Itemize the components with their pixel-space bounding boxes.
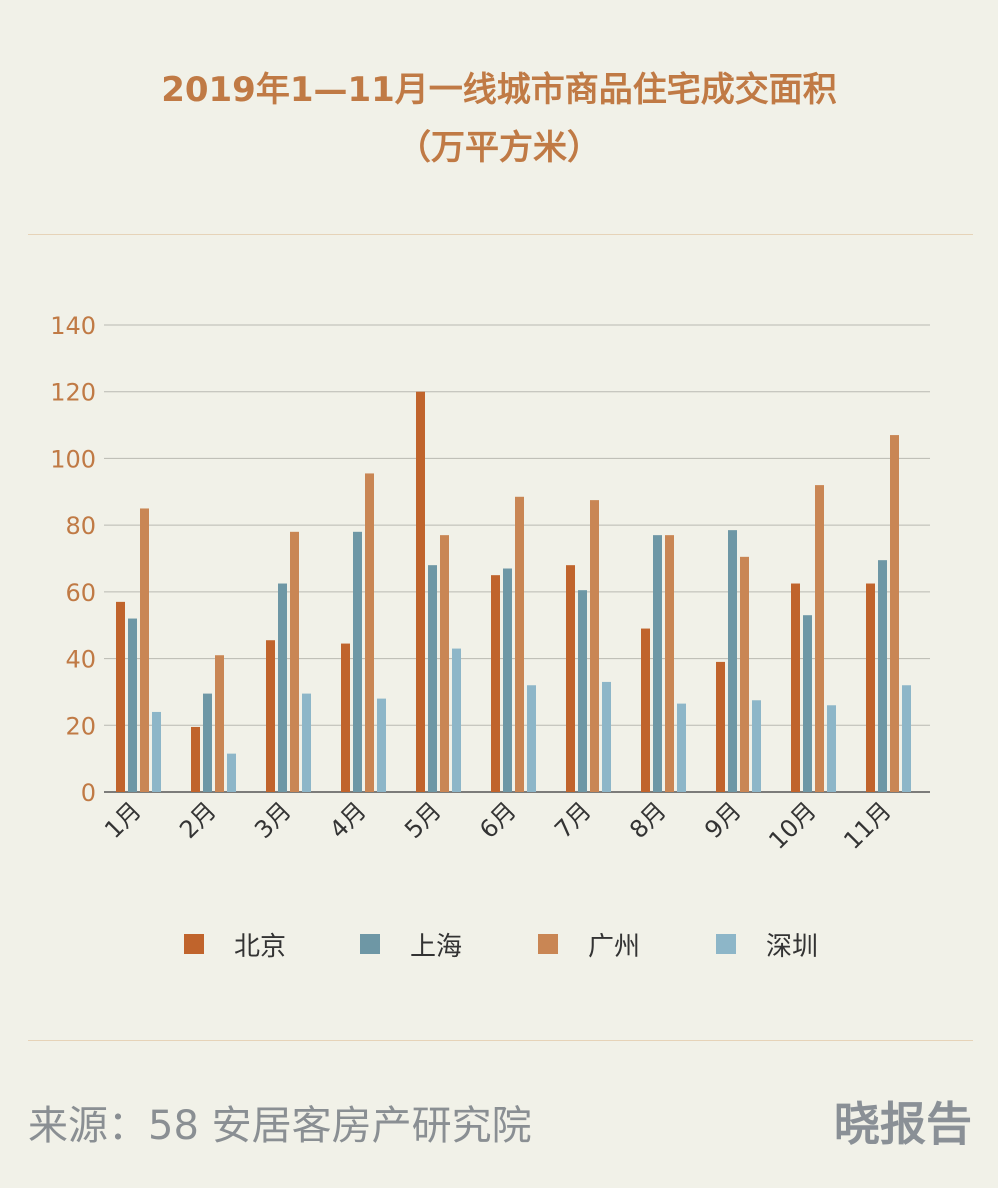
y-tick-label: 80 (65, 512, 96, 540)
y-tick-label: 40 (65, 646, 96, 674)
bar-北京-9月 (716, 661, 725, 792)
bar-广州-11月 (890, 435, 899, 792)
bar-深圳-3月 (302, 693, 311, 792)
bar-广州-5月 (440, 535, 449, 792)
bar-上海-1月 (128, 618, 137, 792)
bar-北京-1月 (116, 601, 125, 792)
legend-item-beijing: 北京 (184, 926, 286, 962)
bar-chart: 0 20 40 60 80 100 120 140 1月 2月 3月 4月 5月 6月 7月 8月 9月 10月 1… (50, 312, 930, 855)
y-tick-label: 60 (65, 579, 96, 607)
x-tick-label: 1月 (99, 796, 147, 844)
bar-广州-9月 (740, 556, 749, 792)
bar-上海-8月 (653, 535, 662, 792)
bar-上海-11月 (878, 560, 887, 792)
bar-广州-1月 (140, 508, 149, 792)
y-tick-label: 20 (65, 712, 96, 740)
x-tick-label: 5月 (399, 796, 447, 844)
bar-北京-3月 (266, 640, 275, 792)
bar-北京-8月 (641, 628, 650, 792)
legend-item-guangzhou: 广州 (538, 926, 640, 962)
legend-item-shanghai: 上海 (360, 926, 462, 962)
x-tick-label: 8月 (624, 796, 672, 844)
bar-北京-4月 (341, 643, 350, 792)
data-source: 来源：58 安居客房产研究院 (28, 1103, 532, 1149)
bar-上海-2月 (203, 693, 212, 792)
bar-广州-4月 (365, 473, 374, 792)
bar-深圳-9月 (752, 700, 761, 792)
chart-unit-subtitle: （万平方米） (397, 128, 601, 168)
bar-深圳-6月 (527, 685, 536, 792)
bar-上海-3月 (278, 583, 287, 792)
bar-上海-9月 (728, 530, 737, 792)
bar-深圳-5月 (452, 648, 461, 792)
bar-深圳-10月 (827, 705, 836, 792)
bar-上海-7月 (578, 590, 587, 792)
chart-title: 2019年1—11月一线城市商品住宅成交面积 (161, 70, 837, 110)
x-tick-label: 3月 (249, 796, 297, 844)
bar-广州-2月 (215, 655, 224, 792)
bar-深圳-11月 (902, 685, 911, 792)
x-tick-label: 2月 (174, 796, 222, 844)
x-tick-label: 4月 (324, 796, 372, 844)
y-tick-label: 100 (50, 445, 96, 473)
bar-广州-7月 (590, 500, 599, 792)
bar-上海-4月 (353, 531, 362, 792)
bottom-divider (28, 1040, 973, 1041)
legend-label-beijing: 北京 (234, 931, 287, 962)
bar-北京-7月 (566, 565, 575, 792)
bar-北京-2月 (191, 726, 200, 792)
bar-深圳-2月 (227, 753, 236, 792)
bar-深圳-7月 (602, 681, 611, 792)
y-tick-label: 140 (50, 312, 96, 340)
bar-北京-5月 (416, 391, 425, 792)
bar-北京-10月 (791, 583, 800, 792)
x-tick-label: 10月 (763, 796, 821, 854)
bar-广州-10月 (815, 485, 824, 792)
bar-深圳-4月 (377, 698, 386, 792)
y-tick-label: 120 (50, 379, 96, 407)
bar-上海-6月 (503, 568, 512, 792)
y-tick-label: 0 (81, 779, 96, 807)
bar-深圳-1月 (152, 711, 161, 792)
x-tick-label: 7月 (549, 796, 597, 844)
legend-swatch-shenzhen (716, 934, 736, 954)
bar-北京-11月 (866, 583, 875, 792)
legend-swatch-guangzhou (538, 934, 558, 954)
bar-上海-5月 (428, 565, 437, 792)
legend-swatch-shanghai (360, 934, 380, 954)
top-divider (28, 234, 973, 235)
bar-广州-6月 (515, 496, 524, 792)
chart-legend: 北京 上海 广州 深圳 (0, 926, 998, 962)
bar-广州-8月 (665, 535, 674, 792)
legend-item-shenzhen: 深圳 (716, 926, 818, 962)
legend-label-shanghai: 上海 (410, 931, 463, 962)
legend-swatch-beijing (184, 934, 204, 954)
x-tick-label: 11月 (838, 796, 896, 854)
legend-label-guangzhou: 广州 (588, 931, 641, 962)
bar-上海-10月 (803, 615, 812, 792)
legend-label-shenzhen: 深圳 (766, 931, 819, 962)
brand-logo: 晓报告 (834, 1097, 972, 1151)
x-tick-label: 9月 (699, 796, 747, 844)
x-tick-label: 6月 (474, 796, 522, 844)
bar-广州-3月 (290, 531, 299, 792)
bar-深圳-8月 (677, 703, 686, 792)
bar-北京-6月 (491, 575, 500, 792)
